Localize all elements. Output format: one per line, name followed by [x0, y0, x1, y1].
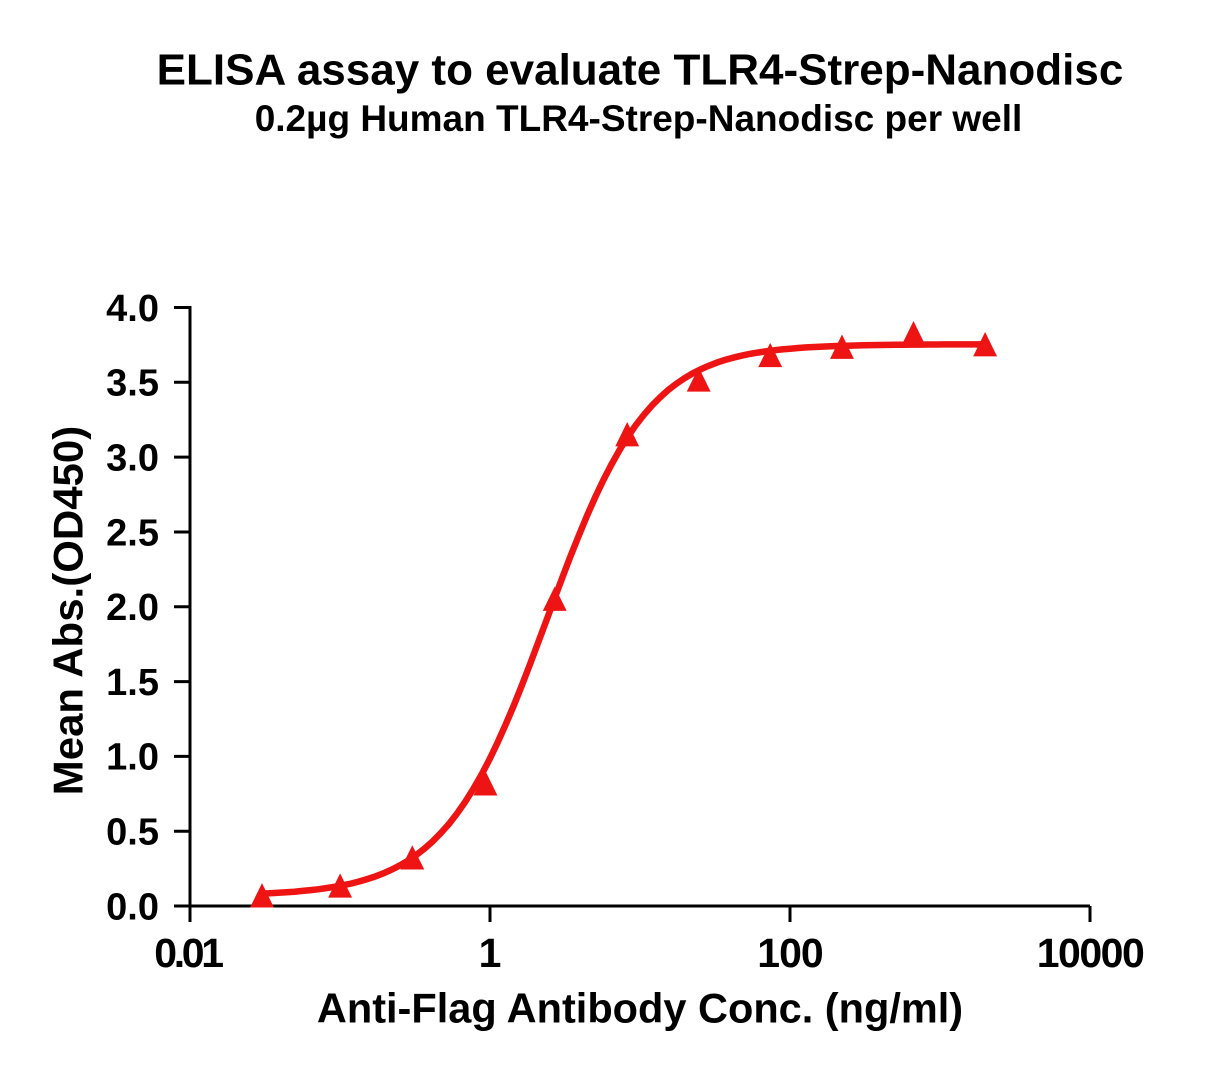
svg-text:2.0: 2.0 [106, 587, 159, 629]
svg-text:Anti-Flag Antibody Conc. (ng/m: Anti-Flag Antibody Conc. (ng/ml) [317, 984, 963, 1031]
svg-text:10000: 10000 [1037, 930, 1144, 976]
svg-text:1: 1 [479, 930, 502, 976]
svg-text:1.5: 1.5 [106, 662, 159, 704]
svg-text:0.5: 0.5 [106, 812, 159, 854]
svg-text:0.01: 0.01 [154, 930, 223, 976]
svg-text:0.2µg Human TLR4-Strep-Nanodis: 0.2µg Human TLR4-Strep-Nanodisc per well [255, 98, 1023, 139]
svg-text:3.0: 3.0 [106, 437, 159, 479]
svg-text:4.0: 4.0 [106, 288, 159, 330]
svg-text:2.5: 2.5 [106, 512, 159, 554]
svg-text:0.0: 0.0 [106, 886, 159, 928]
svg-text:Mean Abs.(OD450): Mean Abs.(OD450) [45, 426, 92, 796]
svg-text:ELISA assay to evaluate TLR4-S: ELISA assay to evaluate TLR4-Strep-Nanod… [157, 45, 1124, 94]
svg-text:100: 100 [757, 930, 823, 976]
svg-text:3.5: 3.5 [106, 363, 159, 405]
svg-text:1.0: 1.0 [106, 737, 159, 779]
